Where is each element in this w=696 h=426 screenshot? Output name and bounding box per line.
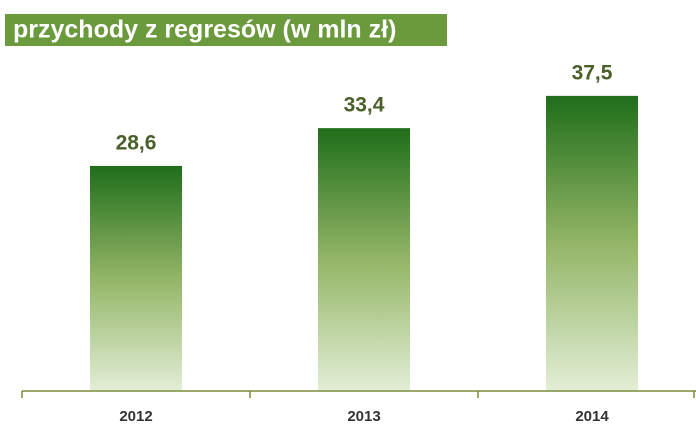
bar: [318, 128, 410, 391]
title-box: [5, 14, 447, 46]
bar: [90, 165, 182, 391]
x-tick-label: 2013: [347, 408, 380, 425]
x-tick-label: 2014: [575, 408, 609, 425]
data-label: 37,5: [572, 61, 613, 84]
bar: [546, 95, 638, 391]
chart-title: przychody z regresów (w mln zł): [13, 16, 396, 44]
x-tick-label: 2012: [119, 408, 152, 425]
data-label: 33,4: [344, 94, 385, 117]
data-label: 28,6: [116, 131, 157, 154]
